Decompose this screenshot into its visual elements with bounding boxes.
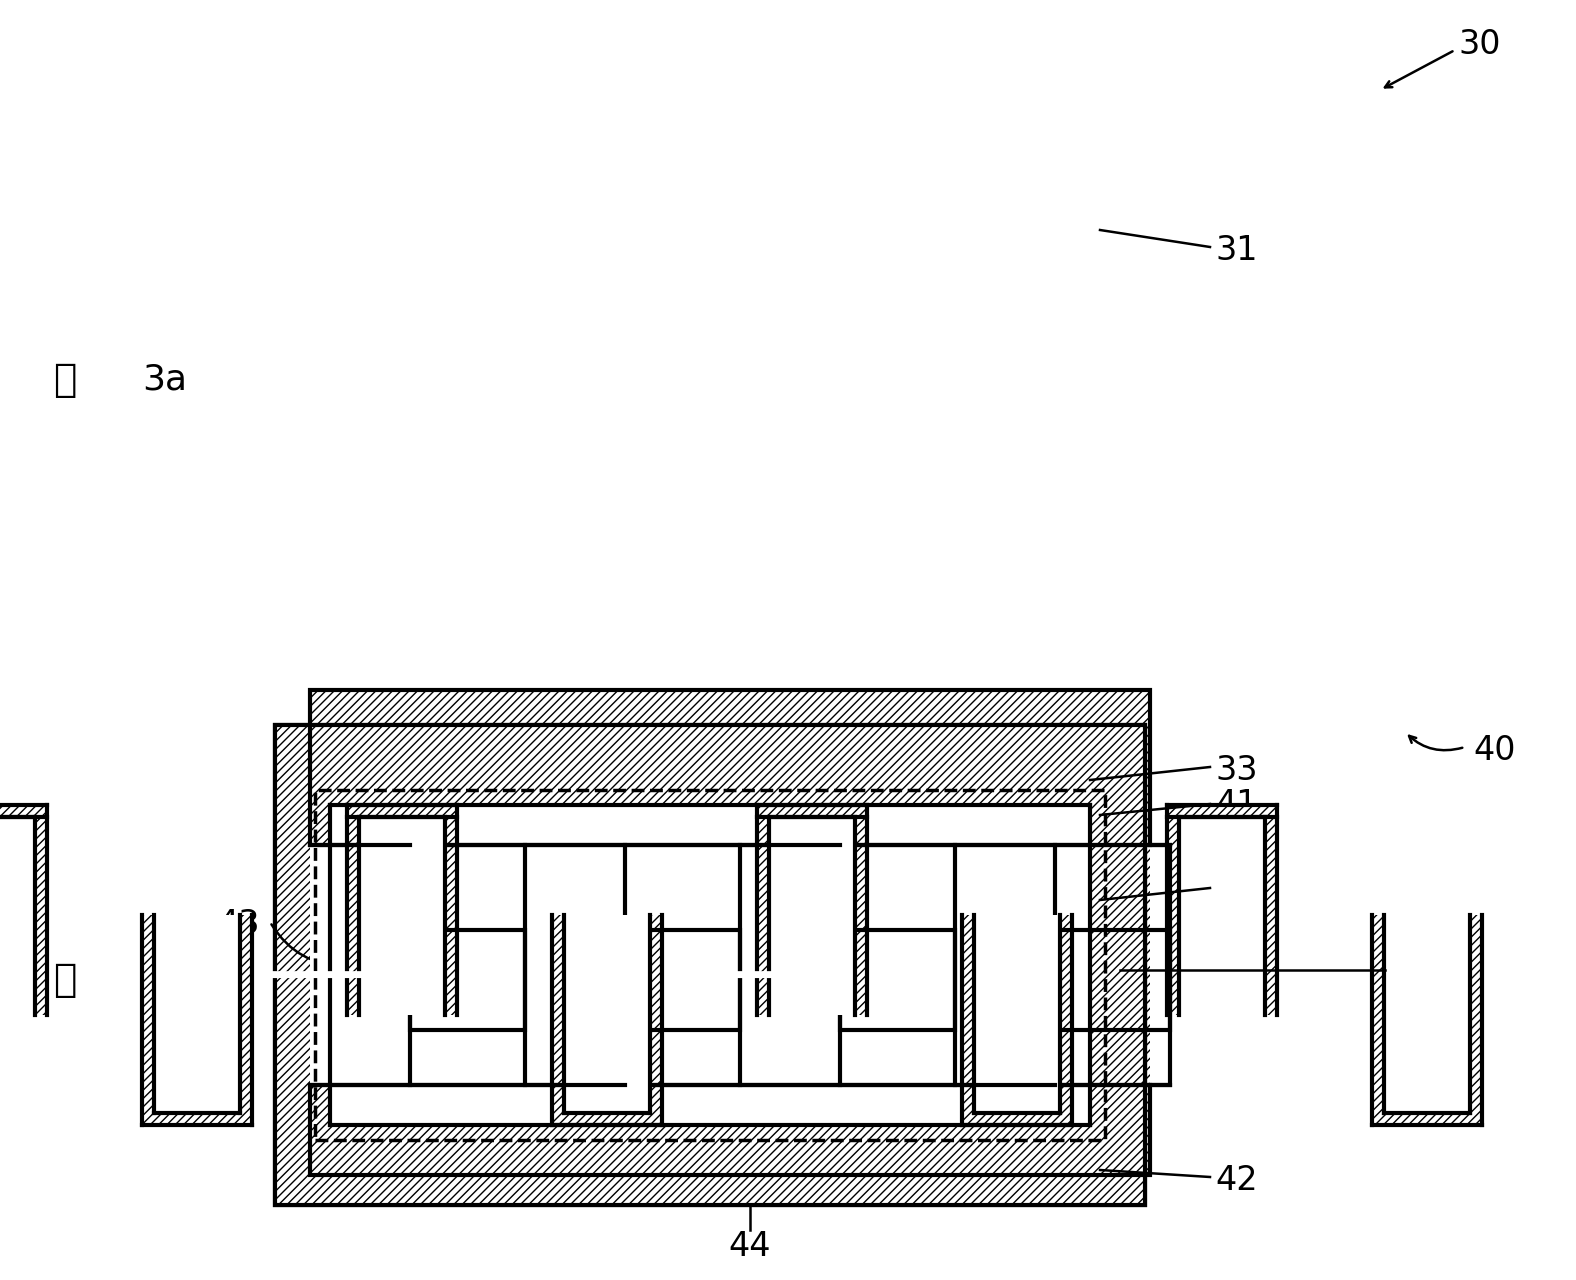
Bar — [564, 915, 651, 1114]
Text: 44: 44 — [728, 1230, 771, 1263]
Bar — [840, 931, 955, 1085]
Bar — [974, 915, 1061, 1114]
Bar — [315, 790, 1105, 1140]
Bar — [329, 805, 1091, 1125]
Bar — [0, 805, 47, 1015]
Text: 図: 図 — [54, 361, 77, 399]
Bar — [410, 931, 525, 1085]
Bar — [525, 929, 626, 1085]
Bar — [525, 844, 626, 1030]
Bar — [274, 724, 1146, 1204]
Bar — [1054, 845, 1169, 1030]
Bar — [310, 690, 1150, 845]
Bar — [626, 931, 741, 1085]
Bar — [769, 817, 856, 1015]
Text: 32: 32 — [1215, 873, 1258, 906]
Bar — [1150, 929, 1169, 1085]
Text: 33: 33 — [1215, 754, 1258, 786]
Bar — [347, 805, 457, 1015]
Bar — [626, 931, 741, 1085]
Bar — [1054, 931, 1169, 1085]
Bar — [274, 805, 329, 1125]
Bar — [154, 915, 241, 1114]
Bar — [142, 915, 252, 1125]
Bar — [1150, 844, 1169, 1030]
Bar — [626, 845, 741, 1030]
Bar — [359, 817, 446, 1015]
Bar — [274, 724, 1146, 805]
Bar — [840, 845, 955, 1030]
Bar — [0, 817, 36, 1015]
Text: 30: 30 — [1459, 28, 1502, 61]
Bar — [840, 931, 955, 1085]
Bar — [955, 844, 1054, 1030]
Text: 3a: 3a — [142, 364, 188, 397]
Bar — [410, 845, 525, 1030]
Bar — [840, 845, 955, 1030]
Text: 45: 45 — [1395, 954, 1437, 987]
Text: 図: 図 — [54, 961, 77, 998]
Bar — [1168, 805, 1278, 1015]
Bar — [741, 844, 840, 1030]
Bar — [1054, 931, 1169, 1085]
Bar — [310, 1085, 1150, 1175]
Bar — [741, 929, 840, 1085]
Bar — [310, 1085, 1150, 1175]
Text: 42: 42 — [1215, 1164, 1258, 1197]
Bar — [626, 845, 741, 1030]
Bar — [758, 805, 867, 1015]
Text: 40: 40 — [1474, 733, 1516, 767]
Bar — [1054, 845, 1169, 1030]
Bar — [963, 915, 1073, 1125]
Text: 3b: 3b — [142, 963, 188, 997]
Bar — [310, 844, 410, 1030]
Bar — [310, 929, 410, 1085]
Text: 31: 31 — [1215, 233, 1258, 266]
Bar — [274, 1125, 1146, 1204]
Text: 41: 41 — [1215, 788, 1258, 822]
Bar — [1373, 915, 1483, 1125]
Bar — [1091, 805, 1146, 1125]
Bar — [274, 724, 1146, 1204]
Bar — [410, 845, 525, 1030]
Bar — [1384, 915, 1470, 1114]
Bar — [310, 690, 1150, 845]
Bar — [1179, 817, 1266, 1015]
Bar — [955, 929, 1054, 1085]
Bar — [553, 915, 662, 1125]
Bar — [410, 931, 525, 1085]
Text: 43: 43 — [217, 909, 260, 942]
